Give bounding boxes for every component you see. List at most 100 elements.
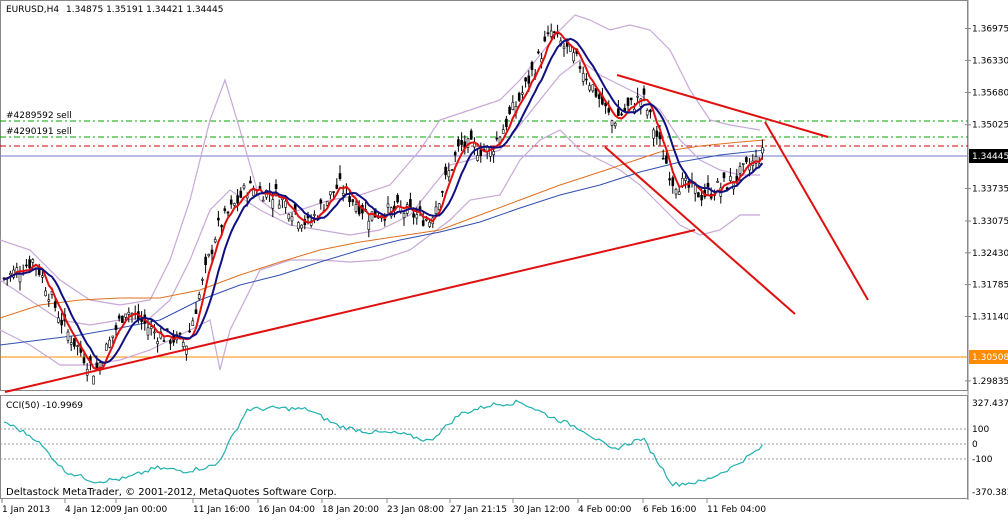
- candle-body[interactable]: [549, 30, 553, 37]
- candle-body[interactable]: [524, 77, 527, 82]
- candlesticks[interactable]: [2, 23, 764, 385]
- candle-body[interactable]: [9, 272, 12, 276]
- candle-body[interactable]: [415, 214, 419, 219]
- candle-body[interactable]: [226, 211, 230, 214]
- candle-body[interactable]: [729, 175, 732, 182]
- candle-body[interactable]: [210, 249, 214, 255]
- candle-body[interactable]: [469, 130, 473, 140]
- candle-body[interactable]: [428, 221, 431, 227]
- candle-body[interactable]: [335, 184, 339, 189]
- candle-body[interactable]: [105, 343, 108, 351]
- candle-body[interactable]: [28, 259, 31, 269]
- candle-body[interactable]: [25, 264, 28, 267]
- candle-body[interactable]: [594, 88, 598, 97]
- candle-body[interactable]: [76, 345, 79, 347]
- candle-body[interactable]: [684, 177, 687, 181]
- candle-body[interactable]: [588, 85, 591, 91]
- candle-body[interactable]: [553, 31, 556, 33]
- candle-body[interactable]: [197, 294, 201, 299]
- candle-body[interactable]: [60, 320, 63, 326]
- candle-body[interactable]: [69, 342, 73, 345]
- candle-body[interactable]: [181, 342, 185, 347]
- candle-body[interactable]: [745, 157, 748, 163]
- candle-body[interactable]: [287, 214, 291, 220]
- candle-body[interactable]: [367, 220, 371, 230]
- candle-body[interactable]: [201, 279, 204, 281]
- candle-body[interactable]: [716, 181, 719, 183]
- candle-body[interactable]: [229, 199, 233, 205]
- candle-body[interactable]: [207, 253, 211, 257]
- candle-body[interactable]: [149, 326, 153, 329]
- candle-body[interactable]: [271, 199, 275, 209]
- candle-body[interactable]: [537, 51, 540, 54]
- candle-body[interactable]: [47, 299, 51, 302]
- candle-body[interactable]: [351, 199, 355, 203]
- candle-body[interactable]: [604, 102, 607, 107]
- candle-body[interactable]: [44, 290, 47, 297]
- candle-body[interactable]: [447, 170, 451, 178]
- candle-body[interactable]: [645, 110, 649, 116]
- candle-body[interactable]: [297, 222, 300, 230]
- candle-body[interactable]: [108, 339, 111, 348]
- candle-body[interactable]: [300, 224, 303, 229]
- candle-body[interactable]: [354, 204, 358, 212]
- candle-body[interactable]: [194, 309, 198, 315]
- candle-body[interactable]: [319, 199, 323, 204]
- candle-body[interactable]: [127, 311, 131, 315]
- candle-body[interactable]: [655, 130, 659, 137]
- candle-body[interactable]: [434, 206, 438, 215]
- candle-body[interactable]: [607, 108, 611, 113]
- candle-body[interactable]: [261, 199, 265, 202]
- candle-body[interactable]: [223, 208, 227, 211]
- candle-body[interactable]: [313, 214, 316, 216]
- candle-body[interactable]: [73, 338, 76, 347]
- candle-body[interactable]: [213, 239, 217, 243]
- candle-body[interactable]: [492, 151, 495, 156]
- candle-body[interactable]: [178, 332, 182, 335]
- candle-body[interactable]: [220, 225, 223, 228]
- trendlines[interactable]: [4, 74, 869, 393]
- candle-body[interactable]: [476, 155, 479, 161]
- candle-body[interactable]: [444, 166, 447, 176]
- candle-body[interactable]: [562, 46, 566, 49]
- candle-body[interactable]: [169, 340, 172, 344]
- candle-body[interactable]: [409, 199, 412, 209]
- candle-body[interactable]: [597, 94, 601, 99]
- candle-body[interactable]: [332, 191, 335, 193]
- candle-body[interactable]: [146, 327, 150, 336]
- candle-body[interactable]: [495, 137, 499, 140]
- candle-body[interactable]: [460, 140, 463, 145]
- candle-body[interactable]: [156, 341, 159, 345]
- candle-body[interactable]: [738, 166, 742, 174]
- candle-body[interactable]: [572, 52, 575, 62]
- candle-body[interactable]: [249, 180, 252, 184]
- candle-body[interactable]: [396, 194, 399, 203]
- candle-body[interactable]: [236, 195, 239, 204]
- trendline-lower-wedge[interactable]: [604, 146, 796, 315]
- candle-body[interactable]: [661, 157, 665, 160]
- candle-body[interactable]: [373, 208, 377, 218]
- candle-body[interactable]: [693, 184, 697, 194]
- candle-body[interactable]: [581, 73, 585, 82]
- candle-body[interactable]: [578, 66, 582, 69]
- candle-body[interactable]: [649, 109, 652, 113]
- candle-body[interactable]: [530, 61, 534, 70]
- candle-body[interactable]: [706, 182, 710, 188]
- candle-body[interactable]: [217, 217, 220, 221]
- candle-body[interactable]: [505, 118, 508, 128]
- candle-body[interactable]: [117, 315, 121, 319]
- candle-body[interactable]: [191, 320, 195, 326]
- candle-body[interactable]: [479, 149, 483, 156]
- candle-body[interactable]: [233, 203, 236, 206]
- candle-body[interactable]: [501, 129, 505, 134]
- candle-body[interactable]: [204, 256, 207, 266]
- candle-body[interactable]: [585, 78, 588, 81]
- candle-body[interactable]: [114, 325, 118, 330]
- candle-body[interactable]: [162, 340, 166, 342]
- candle-body[interactable]: [386, 203, 390, 208]
- candle-body[interactable]: [457, 139, 460, 147]
- candle-body[interactable]: [277, 204, 281, 209]
- candle-body[interactable]: [668, 178, 671, 181]
- candle-body[interactable]: [652, 129, 655, 139]
